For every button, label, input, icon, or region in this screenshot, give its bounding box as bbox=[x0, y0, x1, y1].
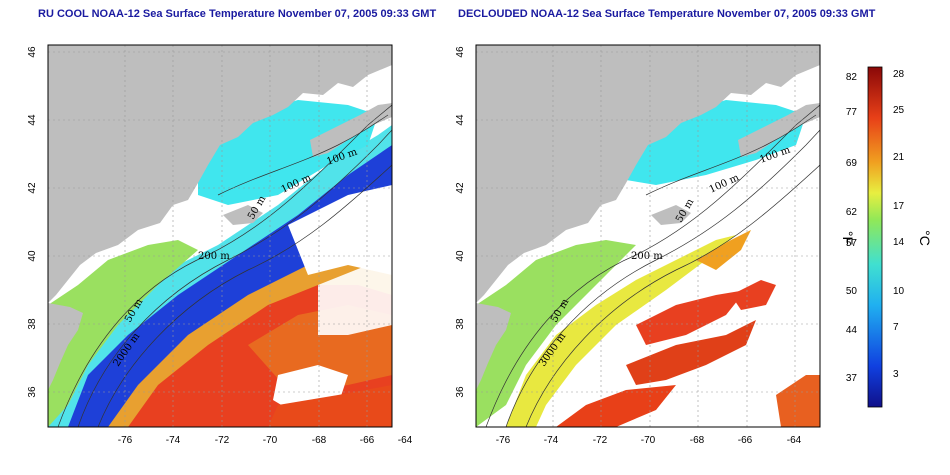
x-tick-label: -76 bbox=[118, 435, 133, 446]
bathymetry-contours bbox=[485, 104, 820, 427]
celsius-ticks: 28 25 21 17 14 10 7 3 bbox=[893, 69, 905, 380]
x-tick-label: -70 bbox=[641, 435, 656, 446]
left-map: 100 m 100 m 50 m 200 m 50 m 2000 m -76 -… bbox=[27, 44, 413, 446]
temperature-colorbar: 82 77 69 62 57 50 44 37 28 25 21 17 14 1… bbox=[840, 66, 933, 408]
contour-label: 200 m bbox=[631, 251, 663, 262]
graticule bbox=[48, 45, 392, 427]
c-tick-label: 14 bbox=[893, 237, 905, 248]
x-tick-label: -68 bbox=[312, 435, 327, 446]
x-tick-label: -72 bbox=[593, 435, 608, 446]
x-tick-label: -74 bbox=[544, 435, 559, 446]
c-tick-label: 17 bbox=[893, 201, 905, 212]
x-tick-label: -68 bbox=[690, 435, 705, 446]
f-tick-label: 57 bbox=[846, 238, 858, 249]
y-tick-label: 46 bbox=[27, 46, 38, 58]
right-map: 100 m 100 m 50 m 200 m 50 m 3000 m -76 -… bbox=[455, 44, 821, 446]
left-map-title: RU COOL NOAA-12 Sea Surface Temperature … bbox=[38, 8, 437, 20]
map-frame bbox=[475, 44, 821, 428]
right-map-title: DECLOUDED NOAA-12 Sea Surface Temperatur… bbox=[458, 8, 876, 20]
celsius-axis-label: °C bbox=[917, 230, 933, 246]
y-tick-label: 44 bbox=[455, 114, 466, 126]
contour-label: 200 m bbox=[198, 251, 230, 262]
y-tick-label: 38 bbox=[455, 318, 466, 330]
x-tick-label: -64 bbox=[398, 435, 413, 446]
y-tick-label: 44 bbox=[27, 114, 38, 126]
c-tick-label: 28 bbox=[893, 69, 905, 80]
y-tick-label: 46 bbox=[455, 46, 466, 58]
f-tick-label: 77 bbox=[846, 107, 858, 118]
c-tick-label: 7 bbox=[893, 322, 899, 333]
y-tick-label: 42 bbox=[455, 182, 466, 194]
fahrenheit-axis-label: °F bbox=[840, 231, 856, 245]
f-tick-label: 44 bbox=[846, 325, 858, 336]
bathymetry-contours bbox=[57, 104, 392, 427]
f-tick-label: 82 bbox=[846, 72, 858, 83]
y-tick-label: 42 bbox=[27, 182, 38, 194]
fahrenheit-ticks: 82 77 69 62 57 50 44 37 bbox=[846, 72, 858, 384]
f-tick-label: 62 bbox=[846, 207, 858, 218]
x-tick-label: -76 bbox=[496, 435, 511, 446]
y-tick-label: 40 bbox=[455, 250, 466, 262]
map-frame bbox=[47, 44, 393, 428]
y-tick-label: 36 bbox=[27, 386, 38, 398]
y-tick-label: 36 bbox=[455, 386, 466, 398]
x-tick-label: -72 bbox=[215, 435, 230, 446]
c-tick-label: 21 bbox=[893, 152, 905, 163]
x-tick-label: -66 bbox=[360, 435, 375, 446]
f-tick-label: 50 bbox=[846, 286, 858, 297]
graticule bbox=[476, 45, 820, 427]
x-tick-label: -64 bbox=[787, 435, 802, 446]
y-tick-label: 40 bbox=[27, 250, 38, 262]
x-tick-label: -70 bbox=[263, 435, 278, 446]
colorbar-gradient bbox=[867, 66, 883, 408]
c-tick-label: 25 bbox=[893, 105, 905, 116]
x-tick-label: -66 bbox=[738, 435, 753, 446]
c-tick-label: 10 bbox=[893, 286, 905, 297]
c-tick-label: 3 bbox=[893, 369, 899, 380]
f-tick-label: 69 bbox=[846, 158, 858, 169]
f-tick-label: 37 bbox=[846, 373, 858, 384]
x-tick-label: -74 bbox=[166, 435, 181, 446]
y-tick-label: 38 bbox=[27, 318, 38, 330]
